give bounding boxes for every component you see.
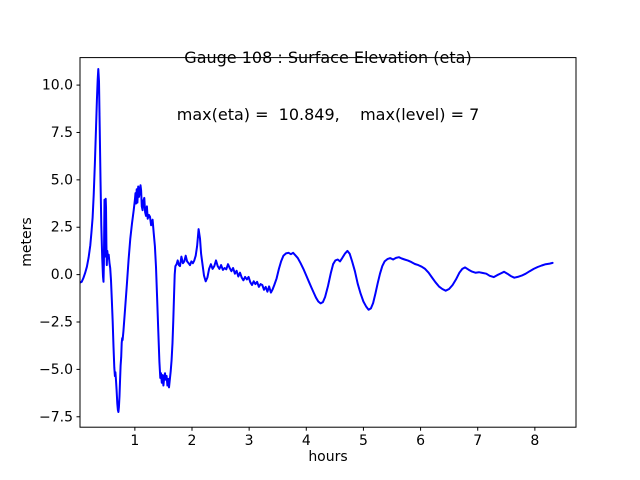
y-tick-label: 2.5 <box>51 220 73 236</box>
y-tick-label: −2.5 <box>39 315 73 331</box>
x-tick-label: 4 <box>302 433 311 449</box>
x-tick-label: 8 <box>530 433 539 449</box>
x-axis-label: hours <box>308 449 348 465</box>
y-axis-label: meters <box>19 217 35 267</box>
y-tick-label: −7.5 <box>39 409 73 425</box>
x-tick-label: 5 <box>359 433 368 449</box>
plot-border <box>79 57 577 428</box>
x-tick-label: 1 <box>130 433 139 449</box>
y-tick-label: 5.0 <box>51 172 73 188</box>
x-tick-label: 7 <box>473 433 482 449</box>
y-tick-label: 0.0 <box>51 267 73 283</box>
x-tick-label: 2 <box>188 433 197 449</box>
chart-title: Gauge 108 : Surface Elevation (eta) max(… <box>80 10 576 162</box>
title-line-2: max(eta) = 10.849, max(level) = 7 <box>176 105 480 124</box>
title-line-1: Gauge 108 : Surface Elevation (eta) <box>184 48 472 67</box>
data-line-eta <box>80 68 554 413</box>
y-tick-label: 10.0 <box>42 78 73 94</box>
y-tick-label: 7.5 <box>51 125 73 141</box>
x-tick-label: 3 <box>245 433 254 449</box>
y-tick-label: −5.0 <box>39 362 73 378</box>
x-tick-label: 6 <box>416 433 425 449</box>
